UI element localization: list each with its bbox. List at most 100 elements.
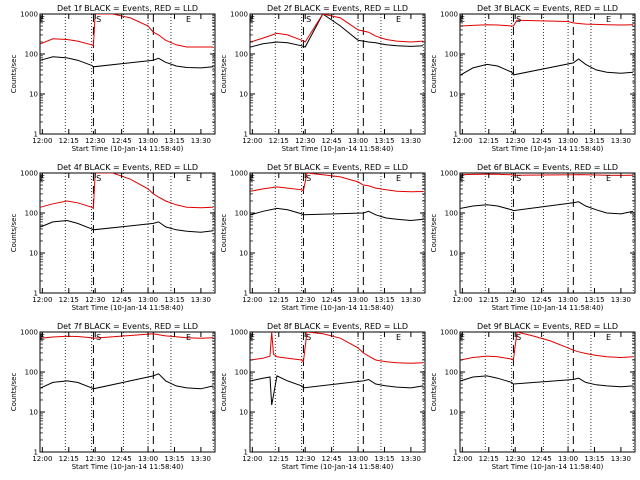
y-tick-label: 1000 [20, 170, 38, 178]
event-marker-e: E [40, 333, 45, 342]
panel-title: Det 8f BLACK = Events, RED = LLD [267, 322, 408, 331]
x-tick-label: 12:00 [452, 137, 472, 145]
x-axis-label: Start Time (10-Jan-14 11:58:40) [282, 145, 394, 153]
x-tick-label: 13:00 [138, 137, 158, 145]
x-axis-label: Start Time (10-Jan-14 11:58:40) [72, 304, 184, 312]
y-tick-label: 1 [34, 131, 38, 139]
detector-panel-2: 1 10 100 1000 12:00 12:15 12:30 12:45 13:00 13:15… [220, 4, 426, 153]
x-tick-label: 13:00 [348, 296, 368, 304]
y-axis-label: Counts/sec [10, 214, 18, 253]
x-axis-label: Start Time (10-Jan-14 11:58:40) [492, 145, 604, 153]
panel-title: Det 5f BLACK = Events, RED = LLD [267, 163, 408, 172]
y-tick-label: 10 [29, 91, 38, 99]
y-tick-label: 100 [445, 369, 458, 377]
y-axis-label: Counts/sec [10, 55, 18, 94]
detector-panel-3: 1 10 100 1000 12:00 12:15 12:30 12:45 13:00 13:15… [430, 4, 636, 153]
lld-series-line [460, 173, 634, 176]
y-tick-label: 1 [454, 131, 458, 139]
y-tick-label: 100 [25, 369, 38, 377]
x-tick-label: 13:00 [348, 455, 368, 463]
y-tick-label: 100 [235, 369, 248, 377]
event-marker-e: E [186, 174, 191, 183]
y-axis-label: Counts/sec [430, 214, 438, 253]
plot-frame [39, 13, 216, 135]
x-tick-label: 13:30 [191, 296, 211, 304]
y-tick-label: 10 [449, 409, 458, 417]
events-series-line [460, 375, 634, 388]
x-tick-label: 12:45 [322, 137, 342, 145]
x-tick-label: 12:45 [322, 455, 342, 463]
plot-frame [249, 172, 426, 294]
x-tick-label: 13:00 [558, 455, 578, 463]
x-axis-label: Start Time (10-Jan-14 11:58:40) [72, 145, 184, 153]
event-marker-s: S [96, 333, 101, 342]
x-tick-label: 13:30 [401, 455, 421, 463]
event-marker-e: E [460, 15, 465, 24]
x-tick-label: 13:00 [558, 137, 578, 145]
detector-panel-7: 1 10 100 1000 12:00 12:15 12:30 12:45 13:00 13:15… [10, 322, 216, 471]
y-axis-label: Counts/sec [220, 373, 228, 412]
plot-frame [39, 172, 216, 294]
panel-title: Det 1f BLACK = Events, RED = LLD [57, 4, 198, 13]
panel-title: Det 2f BLACK = Events, RED = LLD [267, 4, 408, 13]
events-series-line [40, 373, 214, 390]
x-tick-label: 13:15 [374, 296, 394, 304]
x-tick-label: 13:30 [191, 455, 211, 463]
x-tick-label: 13:15 [374, 137, 394, 145]
x-tick-label: 13:15 [164, 296, 184, 304]
x-tick-label: 13:15 [164, 137, 184, 145]
panel-title: Det 7f BLACK = Events, RED = LLD [57, 322, 198, 331]
x-axis-label: Start Time (10-Jan-14 11:58:40) [282, 463, 394, 471]
y-tick-label: 1000 [20, 329, 38, 337]
event-marker-e: E [40, 15, 45, 24]
event-marker-s: S [516, 15, 521, 24]
x-tick-label: 13:30 [401, 137, 421, 145]
event-marker-s: S [96, 15, 101, 24]
event-marker-e: E [40, 174, 45, 183]
y-tick-label: 1000 [440, 11, 458, 19]
event-marker-s: S [306, 333, 311, 342]
x-axis-label: Start Time (10-Jan-14 11:58:40) [282, 304, 394, 312]
event-marker-e: E [250, 174, 255, 183]
x-tick-label: 13:00 [558, 296, 578, 304]
x-tick-label: 12:45 [532, 296, 552, 304]
plot-frame [459, 13, 636, 135]
y-tick-label: 1 [34, 290, 38, 298]
y-tick-label: 1000 [20, 11, 38, 19]
x-tick-label: 12:00 [242, 455, 262, 463]
y-tick-label: 100 [25, 210, 38, 218]
panel-title: Det 3f BLACK = Events, RED = LLD [477, 4, 618, 13]
event-marker-e: E [606, 15, 611, 24]
events-series-line [40, 219, 214, 233]
x-tick-label: 12:45 [112, 137, 132, 145]
x-tick-label: 12:00 [452, 455, 472, 463]
event-marker-e: E [460, 174, 465, 183]
x-tick-label: 13:30 [191, 137, 211, 145]
y-tick-label: 1000 [440, 329, 458, 337]
y-axis-label: Counts/sec [220, 55, 228, 94]
events-series-line [250, 207, 424, 222]
y-tick-label: 1 [244, 290, 248, 298]
x-tick-label: 12:30 [85, 137, 105, 145]
x-tick-label: 12:00 [32, 296, 52, 304]
y-tick-label: 100 [235, 210, 248, 218]
event-marker-e: E [460, 333, 465, 342]
y-tick-label: 1 [454, 449, 458, 457]
x-axis-label: Start Time (10-Jan-14 11:58:40) [492, 304, 604, 312]
lld-series-line [40, 333, 214, 339]
x-tick-label: 12:15 [59, 296, 79, 304]
x-tick-label: 12:15 [479, 296, 499, 304]
x-tick-label: 12:30 [295, 455, 315, 463]
plot-frame [459, 172, 636, 294]
x-tick-label: 12:30 [85, 296, 105, 304]
lld-series-line [460, 332, 634, 361]
events-series-line [250, 14, 424, 48]
y-tick-label: 10 [239, 409, 248, 417]
event-marker-s: S [306, 15, 311, 24]
x-tick-label: 12:45 [532, 455, 552, 463]
lld-series-line [250, 14, 424, 43]
event-marker-e: E [250, 15, 255, 24]
x-tick-label: 13:15 [374, 455, 394, 463]
x-tick-label: 12:15 [59, 137, 79, 145]
plot-frame [249, 331, 426, 453]
